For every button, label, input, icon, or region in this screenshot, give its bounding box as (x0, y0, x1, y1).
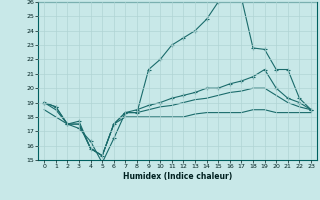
X-axis label: Humidex (Indice chaleur): Humidex (Indice chaleur) (123, 172, 232, 181)
